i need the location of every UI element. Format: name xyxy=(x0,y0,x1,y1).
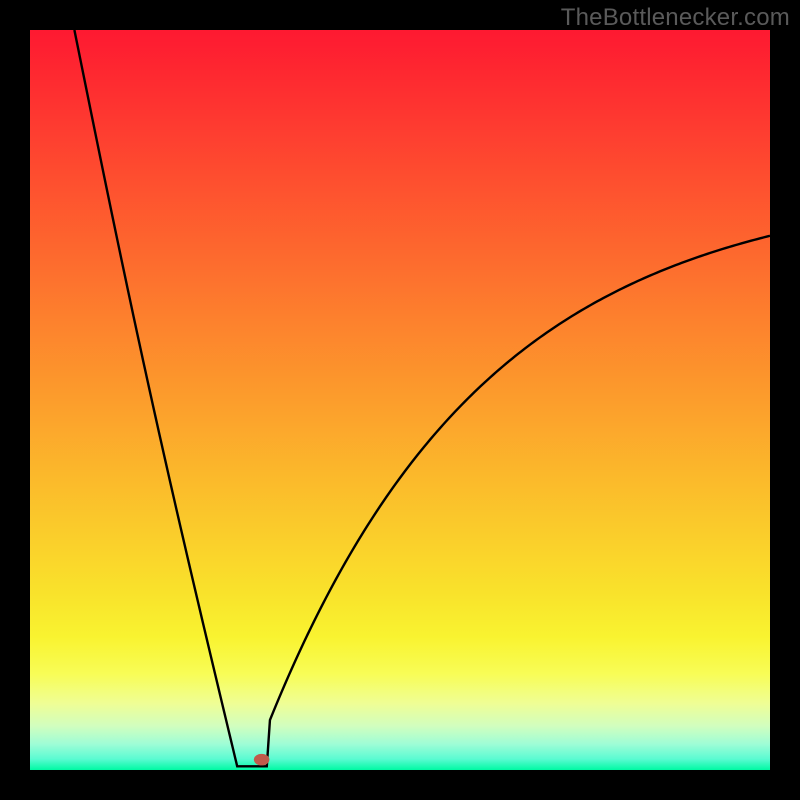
gradient-background xyxy=(30,30,770,770)
chart-frame: TheBottlenecker.com xyxy=(0,0,800,800)
optimum-marker xyxy=(254,754,270,766)
watermark-text: TheBottlenecker.com xyxy=(561,4,790,32)
plot-area xyxy=(30,30,770,770)
chart-svg xyxy=(30,30,770,770)
